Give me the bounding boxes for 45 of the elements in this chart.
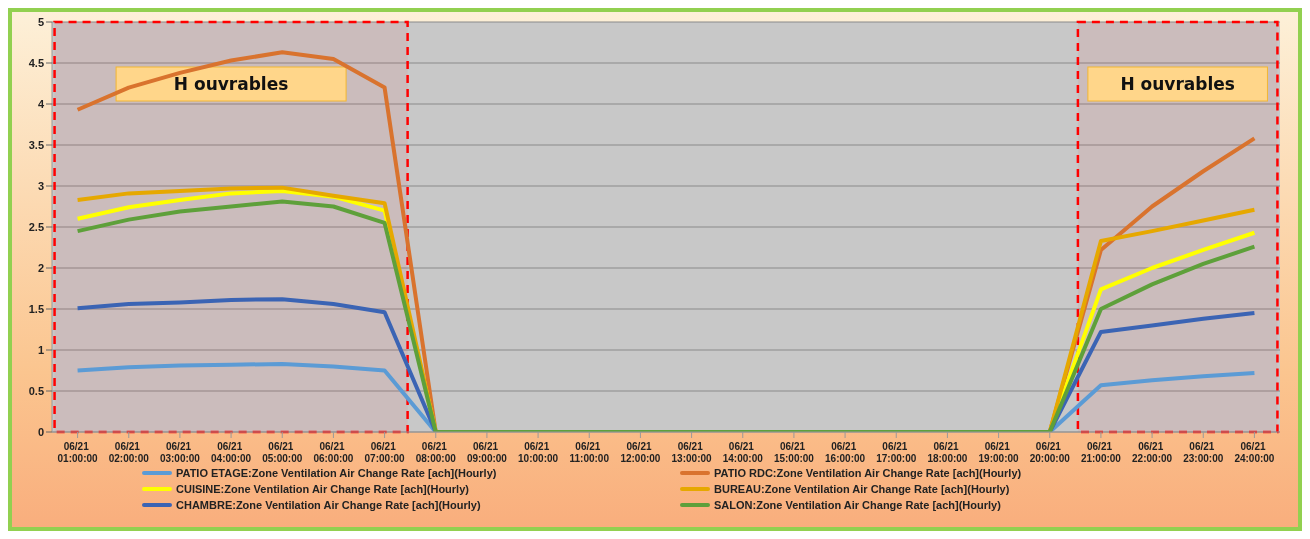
legend-label: BUREAU:Zone Ventilation Air Change Rate [ach](Hourly) — [714, 483, 1010, 495]
x-tick-label: 06/21 09:00:00 — [466, 441, 508, 464]
callout-box: H ouvrables — [115, 66, 347, 102]
x-tick-label: 06/21 19:00:00 — [978, 441, 1020, 464]
x-tick-label: 06/21 23:00:00 — [1183, 441, 1224, 464]
callout-box: H ouvrables — [1087, 66, 1268, 102]
y-tick-label: 3 — [37, 179, 44, 192]
x-tick-label: 06/21 07:00:00 — [364, 441, 406, 464]
x-tick-label: 06/21 18:00:00 — [927, 441, 968, 464]
x-tick-label: 06/21 11:00:00 — [569, 441, 610, 464]
y-tick-label: 2 — [37, 261, 44, 274]
x-tick-label: 06/21 12:00:00 — [620, 441, 661, 464]
band-label: H ouvrables — [173, 74, 289, 94]
x-tick-label: 06/21 20:00:00 — [1029, 441, 1071, 464]
x-tick-label: 06/21 03:00:00 — [159, 441, 201, 464]
y-tick-label: 3.5 — [28, 138, 44, 151]
x-tick-label: 06/21 05:00:00 — [262, 441, 303, 464]
y-tick-label: 1.5 — [28, 302, 44, 315]
legend-label: SALON:Zone Ventilation Air Change Rate [ach](Hourly) — [714, 499, 1001, 511]
x-tick-label: 06/21 06:00:00 — [313, 441, 354, 464]
x-tick-label: 06/21 21:00:00 — [1080, 441, 1122, 464]
x-tick-label: 06/21 01:00:00 — [57, 441, 99, 464]
legend-label: CHAMBRE:Zone Ventilation Air Change Rate [ach](Hourly) — [176, 499, 481, 511]
y-tick-label: 4.5 — [28, 56, 44, 69]
y-tick-label: 5 — [37, 15, 44, 28]
y-tick-label: 1 — [37, 343, 44, 356]
x-tick-label: 06/21 14:00:00 — [722, 441, 764, 464]
legend-label: PATIO RDC:Zone Ventilation Air Change Rate [ach](Hourly) — [714, 467, 1022, 479]
x-tick-label: 06/21 02:00:00 — [108, 441, 150, 464]
y-tick-label: 0.5 — [28, 384, 44, 397]
x-tick-label: 06/21 10:00:00 — [518, 441, 559, 464]
x-tick-label: 06/21 08:00:00 — [415, 441, 457, 464]
x-tick-label: 06/21 04:00:00 — [211, 441, 252, 464]
x-tick-label: 06/21 17:00:00 — [876, 441, 917, 464]
x-tick-label: 06/21 16:00:00 — [825, 441, 866, 464]
band-label: H ouvrables — [1120, 74, 1235, 94]
y-tick-label: 4 — [37, 97, 45, 110]
y-tick-label: 0 — [37, 425, 44, 438]
x-tick-label: 06/21 22:00:00 — [1132, 441, 1173, 464]
legend-label: CUISINE:Zone Ventilation Air Change Rate [ach](Hourly) — [176, 483, 469, 495]
x-tick-label: 06/21 15:00:00 — [773, 441, 815, 464]
x-tick-label: 06/21 24:00:00 — [1234, 441, 1275, 464]
legend-label: PATIO ETAGE:Zone Ventilation Air Change Rate [ach](Hourly) — [176, 467, 497, 479]
x-tick-label: 06/21 13:00:00 — [671, 441, 713, 464]
y-tick-label: 2.5 — [28, 220, 44, 233]
